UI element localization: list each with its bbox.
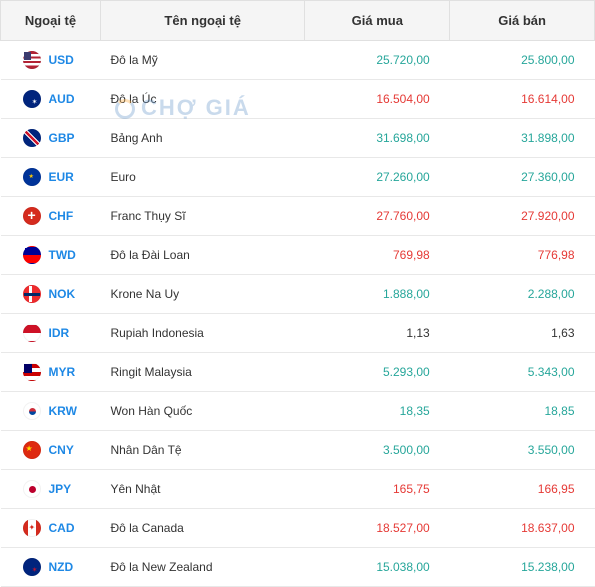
sell-price: 776,98 — [450, 236, 595, 275]
flag-icon — [23, 207, 41, 225]
table-row[interactable]: TWD Đô la Đài Loan769,98776,98 — [1, 236, 595, 275]
buy-price: 769,98 — [305, 236, 450, 275]
currency-name: Bảng Anh — [100, 119, 305, 158]
table-row[interactable]: CNY Nhân Dân Tệ3.500,003.550,00 — [1, 431, 595, 470]
flag-icon — [23, 51, 41, 69]
table-row[interactable]: EUR Euro27.260,0027.360,00 — [1, 158, 595, 197]
currency-code[interactable]: AUD — [49, 92, 75, 106]
currency-code[interactable]: KRW — [49, 404, 77, 418]
buy-price: 18.527,00 — [305, 509, 450, 548]
flag-icon — [23, 246, 41, 264]
table-row[interactable]: IDR Rupiah Indonesia1,131,63 — [1, 314, 595, 353]
table-row[interactable]: KRW Won Hàn Quốc18,3518,85 — [1, 392, 595, 431]
currency-code[interactable]: CAD — [49, 521, 75, 535]
currency-name: Đô la Đài Loan — [100, 236, 305, 275]
currency-name: Đô la Mỹ — [100, 41, 305, 80]
sell-price: 5.343,00 — [450, 353, 595, 392]
currency-table: Ngoại tệ Tên ngoại tệ Giá mua Giá bán US… — [0, 0, 595, 587]
currency-name: Ringit Malaysia — [100, 353, 305, 392]
buy-price: 27.760,00 — [305, 197, 450, 236]
currency-name: Euro — [100, 158, 305, 197]
buy-price: 16.504,00 — [305, 80, 450, 119]
sell-price: 27.920,00 — [450, 197, 595, 236]
flag-icon — [23, 129, 41, 147]
currency-name: Krone Na Uy — [100, 275, 305, 314]
flag-icon — [23, 519, 41, 537]
currency-name: Đô la Úc — [100, 80, 305, 119]
flag-icon — [23, 285, 41, 303]
table-row[interactable]: MYR Ringit Malaysia5.293,005.343,00 — [1, 353, 595, 392]
buy-price: 1,13 — [305, 314, 450, 353]
buy-price: 165,75 — [305, 470, 450, 509]
flag-icon — [23, 402, 41, 420]
table-row[interactable]: CHF Franc Thụy Sĩ27.760,0027.920,00 — [1, 197, 595, 236]
header-code: Ngoại tệ — [1, 1, 101, 41]
flag-icon — [23, 441, 41, 459]
currency-code[interactable]: NOK — [49, 287, 76, 301]
currency-name: Đô la New Zealand — [100, 548, 305, 587]
sell-price: 18.637,00 — [450, 509, 595, 548]
sell-price: 3.550,00 — [450, 431, 595, 470]
header-buy: Giá mua — [305, 1, 450, 41]
buy-price: 3.500,00 — [305, 431, 450, 470]
table-header-row: Ngoại tệ Tên ngoại tệ Giá mua Giá bán — [1, 1, 595, 41]
currency-code[interactable]: JPY — [49, 482, 72, 496]
sell-price: 166,95 — [450, 470, 595, 509]
currency-name: Nhân Dân Tệ — [100, 431, 305, 470]
currency-code[interactable]: EUR — [49, 170, 74, 184]
currency-code[interactable]: TWD — [49, 248, 76, 262]
buy-price: 1.888,00 — [305, 275, 450, 314]
buy-price: 31.698,00 — [305, 119, 450, 158]
flag-icon — [23, 480, 41, 498]
table-row[interactable]: GBP Bảng Anh31.698,0031.898,00 — [1, 119, 595, 158]
header-sell: Giá bán — [450, 1, 595, 41]
flag-icon — [23, 168, 41, 186]
table-row[interactable]: NZD Đô la New Zealand15.038,0015.238,00 — [1, 548, 595, 587]
currency-name: Won Hàn Quốc — [100, 392, 305, 431]
currency-code[interactable]: MYR — [49, 365, 76, 379]
currency-code[interactable]: NZD — [49, 560, 74, 574]
flag-icon — [23, 90, 41, 108]
sell-price: 1,63 — [450, 314, 595, 353]
currency-code[interactable]: CNY — [49, 443, 74, 457]
table-row[interactable]: AUD Đô la Úc16.504,0016.614,00 — [1, 80, 595, 119]
currency-code[interactable]: USD — [49, 53, 74, 67]
buy-price: 5.293,00 — [305, 353, 450, 392]
currency-name: Franc Thụy Sĩ — [100, 197, 305, 236]
currency-code[interactable]: GBP — [49, 131, 75, 145]
header-name: Tên ngoại tệ — [100, 1, 305, 41]
table-row[interactable]: CAD Đô la Canada18.527,0018.637,00 — [1, 509, 595, 548]
currency-code[interactable]: IDR — [49, 326, 70, 340]
sell-price: 25.800,00 — [450, 41, 595, 80]
sell-price: 18,85 — [450, 392, 595, 431]
flag-icon — [23, 558, 41, 576]
currency-name: Yên Nhật — [100, 470, 305, 509]
currency-name: Rupiah Indonesia — [100, 314, 305, 353]
table-row[interactable]: USD Đô la Mỹ25.720,0025.800,00 — [1, 41, 595, 80]
sell-price: 15.238,00 — [450, 548, 595, 587]
table-row[interactable]: NOK Krone Na Uy1.888,002.288,00 — [1, 275, 595, 314]
buy-price: 27.260,00 — [305, 158, 450, 197]
sell-price: 31.898,00 — [450, 119, 595, 158]
sell-price: 2.288,00 — [450, 275, 595, 314]
buy-price: 18,35 — [305, 392, 450, 431]
buy-price: 25.720,00 — [305, 41, 450, 80]
currency-code[interactable]: CHF — [49, 209, 74, 223]
sell-price: 16.614,00 — [450, 80, 595, 119]
table-row[interactable]: JPY Yên Nhật165,75166,95 — [1, 470, 595, 509]
currency-name: Đô la Canada — [100, 509, 305, 548]
flag-icon — [23, 324, 41, 342]
buy-price: 15.038,00 — [305, 548, 450, 587]
sell-price: 27.360,00 — [450, 158, 595, 197]
flag-icon — [23, 363, 41, 381]
